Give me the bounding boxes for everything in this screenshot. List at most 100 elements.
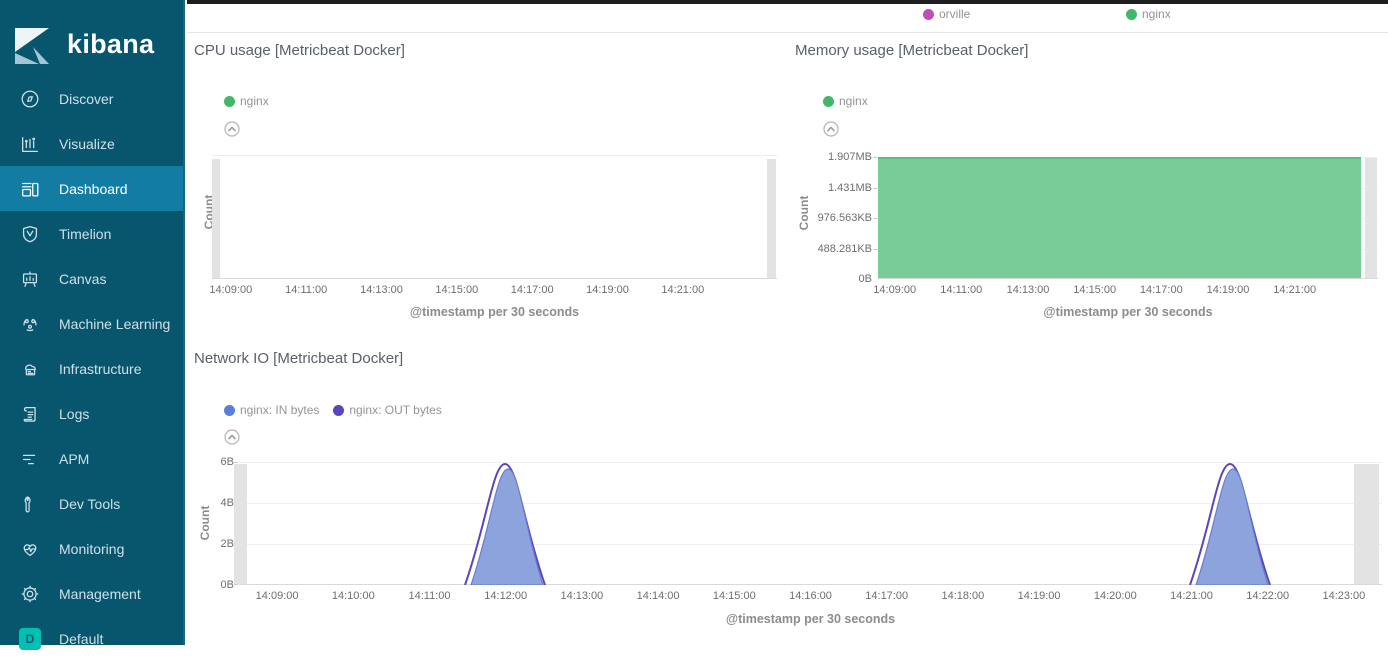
net-plot-area[interactable] xyxy=(234,462,1382,585)
mem-nginx-area-series[interactable] xyxy=(878,157,1361,278)
sidebar-item-label: Visualize xyxy=(59,135,115,152)
x-tick: 14:13:00 xyxy=(360,284,403,296)
x-tick: 14:09:00 xyxy=(255,590,299,602)
in-bytes-area-peak2 xyxy=(1195,468,1269,585)
x-tick: 14:23:00 xyxy=(1322,590,1366,602)
collapse-legend-icon[interactable] xyxy=(823,121,839,137)
y-tick: 2B xyxy=(220,538,234,550)
space-badge-letter: D xyxy=(19,627,41,650)
legend-label: nginx: IN bytes xyxy=(240,403,320,417)
clipped-panel-legend-row: orville nginx xyxy=(187,4,1388,33)
sidebar-item-timelion[interactable]: Timelion xyxy=(0,211,183,256)
y-tick: 6B xyxy=(220,456,234,468)
mem-legend-nginx[interactable]: nginx xyxy=(823,94,868,108)
legend-item-orville[interactable]: orville xyxy=(923,7,970,21)
sidebar-item-label: APM xyxy=(59,450,90,467)
sidebar-item-label: Machine Learning xyxy=(59,315,171,332)
net-series-peaks[interactable] xyxy=(239,462,1382,585)
cpu-left-endzone xyxy=(212,159,220,278)
sidebar-item-label: Dashboard xyxy=(59,180,128,197)
collapse-legend-icon[interactable] xyxy=(224,429,240,445)
x-tick: 14:11:00 xyxy=(940,284,983,296)
legend-dot-nginx xyxy=(224,95,235,107)
wrench-icon xyxy=(18,492,42,516)
cpu-x-axis-title: @timestamp per 30 seconds xyxy=(409,305,580,319)
sidebar-item-visualize[interactable]: Visualize xyxy=(0,121,183,166)
sidebar-item-label: Dev Tools xyxy=(59,495,121,512)
cpu-legend-nginx[interactable]: nginx xyxy=(224,94,269,108)
sidebar: kibana Discover Visualize Dashboard Tim xyxy=(0,0,185,650)
collapse-legend-icon[interactable] xyxy=(224,121,240,137)
compass-icon xyxy=(18,87,42,111)
net-right-endzone xyxy=(1354,464,1379,584)
panel-title[interactable]: Memory usage [Metricbeat Docker] xyxy=(795,42,1029,59)
legend-label: nginx xyxy=(839,94,868,108)
legend-label: nginx: OUT bytes xyxy=(349,403,442,417)
sidebar-item-infrastructure[interactable]: Infrastructure xyxy=(0,346,183,391)
x-tick: 14:21:00 xyxy=(661,284,705,296)
sidebar-item-machine-learning[interactable]: Machine Learning xyxy=(0,301,183,346)
easel-icon xyxy=(18,267,42,291)
legend-label: nginx xyxy=(240,94,269,108)
x-tick: 14:15:00 xyxy=(435,284,479,296)
in-bytes-area-peak1 xyxy=(470,468,544,585)
y-tick: 4B xyxy=(220,497,234,509)
panel-cpu-usage: CPU usage [Metricbeat Docker] nginx Coun… xyxy=(187,33,790,338)
x-tick: 14:17:00 xyxy=(865,590,909,602)
net-legend-in-bytes[interactable]: nginx: IN bytes xyxy=(224,403,319,417)
cpu-plot-area[interactable] xyxy=(212,155,777,279)
x-tick: 14:18:00 xyxy=(941,590,985,602)
top-dark-strip xyxy=(187,0,1388,4)
kibana-logo[interactable]: kibana xyxy=(0,0,183,72)
sidebar-item-canvas[interactable]: Canvas xyxy=(0,256,183,301)
x-tick: 14:15:00 xyxy=(712,590,756,602)
panel-network-io: Network IO [Metricbeat Docker] nginx: IN… xyxy=(187,338,1388,645)
sidebar-item-label: Canvas xyxy=(59,270,107,287)
net-left-endzone xyxy=(234,464,247,584)
x-tick: 14:09:00 xyxy=(209,284,253,296)
sidebar-item-management[interactable]: Management xyxy=(0,571,183,616)
cloud-server-icon xyxy=(18,357,42,381)
sidebar-item-dashboard[interactable]: Dashboard xyxy=(0,166,183,211)
legend-label: orville xyxy=(939,7,971,21)
y-tick: 1.907MB xyxy=(827,151,872,163)
mem-plot-area[interactable] xyxy=(873,157,1378,279)
x-tick: 14:17:00 xyxy=(1139,284,1183,296)
x-tick: 14:19:00 xyxy=(1017,590,1061,602)
legend-dot-out-bytes xyxy=(333,404,345,416)
space-badge: D xyxy=(18,627,42,651)
sidebar-item-apm[interactable]: APM xyxy=(0,436,183,481)
x-tick: 14:15:00 xyxy=(1073,284,1117,296)
x-tick: 14:20:00 xyxy=(1093,590,1137,602)
panel-title[interactable]: Network IO [Metricbeat Docker] xyxy=(194,350,404,367)
y-tick: 0B xyxy=(858,273,872,285)
mem-x-axis-title: @timestamp per 30 seconds xyxy=(1043,305,1213,319)
x-tick: 14:13:00 xyxy=(560,590,604,602)
x-tick: 14:19:00 xyxy=(1206,284,1250,296)
legend-dot-orville xyxy=(923,8,934,20)
dashboard-main: orville nginx CPU usage [Metricbeat Dock… xyxy=(187,0,1388,645)
cpu-x-axis-ticks: 14:09:00 14:11:00 14:13:00 14:15:00 14:1… xyxy=(209,284,777,298)
net-legend-out-bytes[interactable]: nginx: OUT bytes xyxy=(333,403,442,417)
y-tick: 976.563KB xyxy=(817,212,872,224)
sidebar-item-default-space[interactable]: D Default xyxy=(0,616,183,661)
sidebar-item-discover[interactable]: Discover xyxy=(0,76,183,121)
y-tick: 488.281KB xyxy=(817,242,872,255)
panel-title[interactable]: CPU usage [Metricbeat Docker] xyxy=(194,42,405,59)
x-tick: 14:22:00 xyxy=(1246,590,1290,602)
legend-dot-in-bytes xyxy=(224,404,235,416)
x-tick: 14:09:00 xyxy=(873,284,917,296)
sidebar-item-monitoring[interactable]: Monitoring xyxy=(0,526,183,571)
x-tick: 14:11:00 xyxy=(408,590,451,602)
sidebar-item-label: Discover xyxy=(59,90,114,107)
legend-item-nginx[interactable]: nginx xyxy=(1126,7,1171,21)
x-tick: 14:12:00 xyxy=(484,590,528,602)
sidebar-item-dev-tools[interactable]: Dev Tools xyxy=(0,481,183,526)
net-x-axis-title: @timestamp per 30 seconds xyxy=(725,612,896,626)
x-tick: 14:11:00 xyxy=(285,284,328,296)
legend-dot-nginx xyxy=(1126,8,1137,20)
x-tick: 14:17:00 xyxy=(510,284,554,296)
sidebar-item-logs[interactable]: Logs xyxy=(0,391,183,436)
panel-memory-usage: Memory usage [Metricbeat Docker] nginx C… xyxy=(790,33,1388,338)
legend-dot-nginx xyxy=(823,95,834,107)
